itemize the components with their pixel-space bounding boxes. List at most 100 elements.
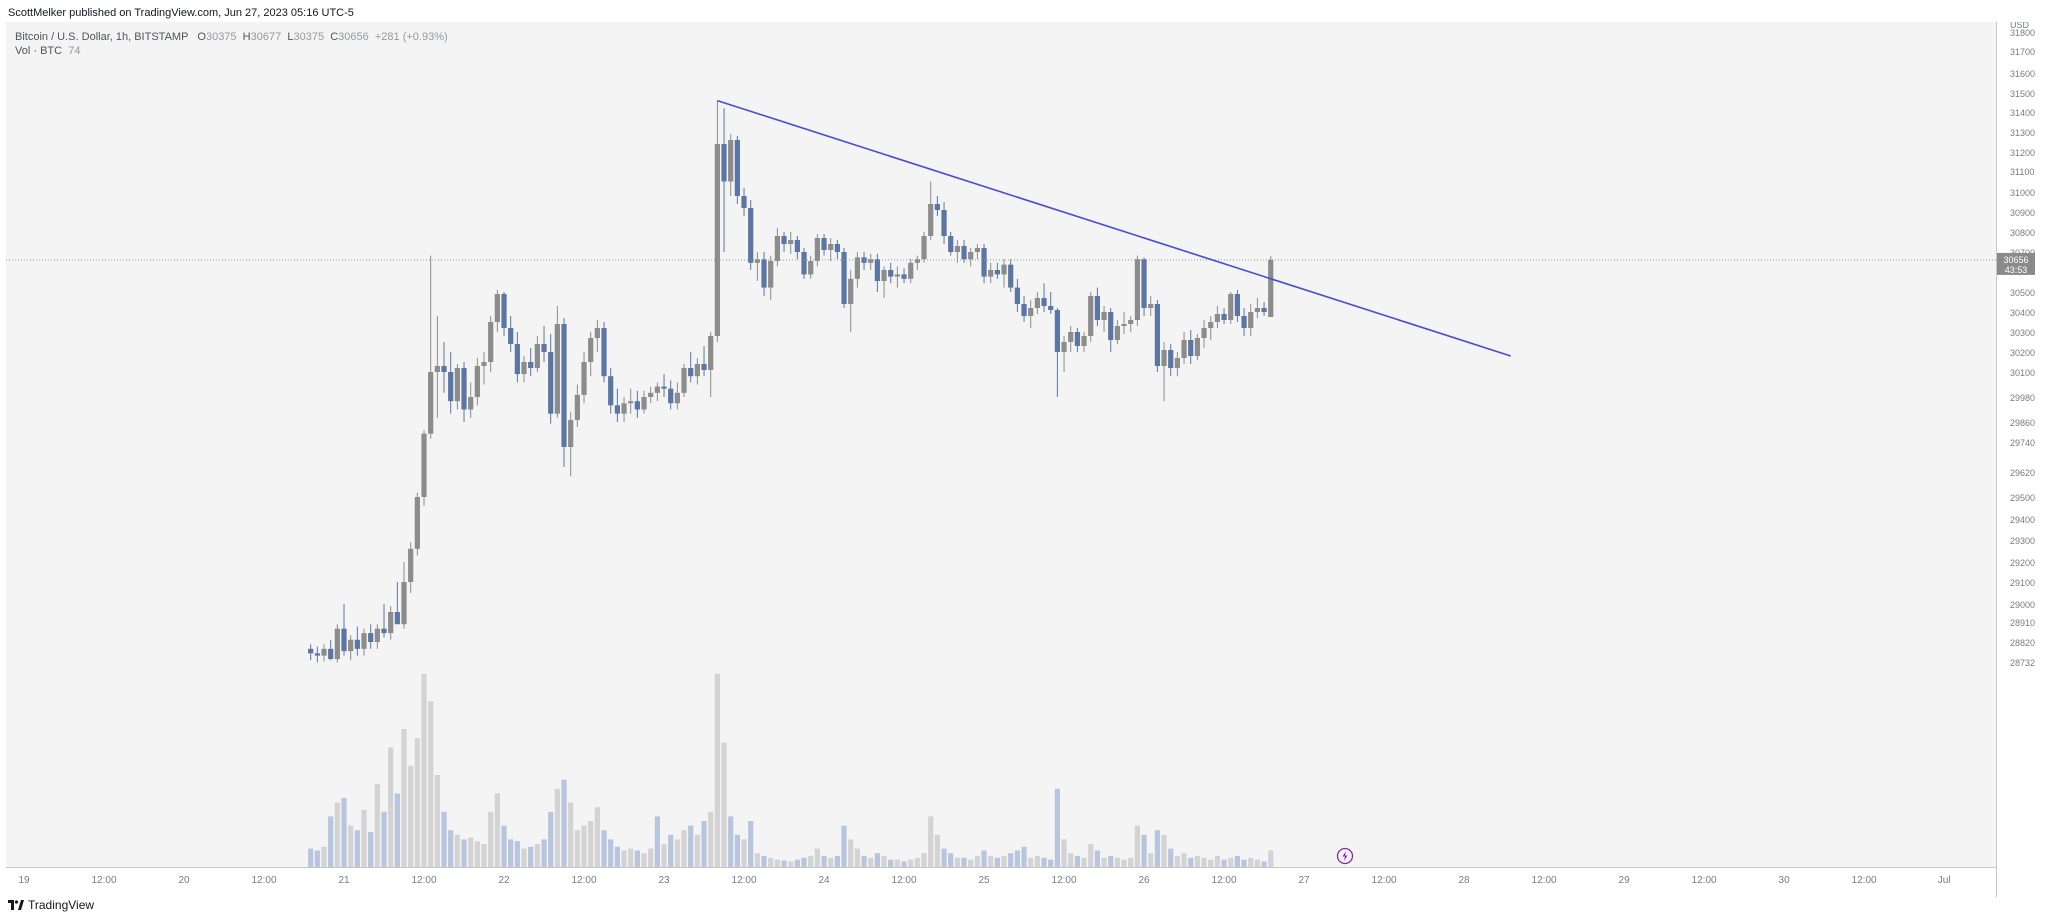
candle xyxy=(1134,255,1140,326)
candle-body xyxy=(454,368,460,402)
candle xyxy=(1181,332,1187,364)
candle-body xyxy=(648,392,654,397)
volume-bar xyxy=(808,855,814,867)
time-tick-label: 12:00 xyxy=(1372,875,1397,886)
candle xyxy=(348,635,354,661)
volume-bar xyxy=(494,793,500,867)
time-tick-label: 12:00 xyxy=(732,875,757,886)
volume-bar xyxy=(848,839,854,867)
candle-body xyxy=(348,639,354,652)
chart-frame[interactable]: USD 31800 31700 31600 31500 31400 31300 31200 31… xyxy=(6,22,2048,897)
time-tick-label: 28 xyxy=(1459,875,1471,886)
volume-bar xyxy=(1008,853,1014,867)
candle xyxy=(514,332,520,383)
currency-label: USD xyxy=(2010,22,2030,30)
candle xyxy=(574,384,580,427)
volume-bar xyxy=(1201,857,1207,867)
candle-body xyxy=(894,274,900,277)
candle-body xyxy=(1081,336,1087,346)
candle xyxy=(781,232,787,252)
candle-body xyxy=(448,372,454,402)
candle-body xyxy=(468,397,474,410)
price-tick-label: 28820 xyxy=(2010,638,2035,648)
volume-bar xyxy=(981,850,987,867)
candle xyxy=(1268,256,1274,317)
candle-body xyxy=(654,386,660,393)
volume-bar xyxy=(361,809,367,867)
time-axis[interactable]: 19 12:00 20 12:00 21 12:00 22 12:00 23 12:00 24 12:… xyxy=(18,875,1950,886)
candle-body xyxy=(528,362,534,368)
candle-body xyxy=(968,252,974,260)
candle xyxy=(1128,316,1134,332)
candle-body xyxy=(888,270,894,277)
candle-body xyxy=(834,244,840,252)
tradingview-logo[interactable]: TradingView xyxy=(8,898,94,912)
time-tick-label: 12:00 xyxy=(412,875,437,886)
candle-body xyxy=(1214,314,1220,322)
countdown-label: 43:53 xyxy=(2005,265,2028,275)
time-tick-label: 12:00 xyxy=(1532,875,1557,886)
candle-body xyxy=(688,368,694,377)
volume-bar xyxy=(474,841,480,867)
candle xyxy=(341,604,347,656)
volume-bar xyxy=(428,701,434,867)
candle-body xyxy=(601,328,607,377)
volume-bar xyxy=(388,747,394,867)
candle xyxy=(628,388,634,414)
candle-body xyxy=(681,368,687,393)
candle-body xyxy=(694,364,700,377)
candle-body xyxy=(921,236,927,260)
candle-body xyxy=(628,401,634,404)
candle-body xyxy=(1068,332,1074,342)
volume-bar xyxy=(681,830,687,867)
volume-bar xyxy=(701,821,707,867)
candle-body xyxy=(1074,332,1080,346)
volume-bar xyxy=(514,841,520,867)
volume-bar xyxy=(434,775,440,867)
candle xyxy=(1221,308,1227,324)
candle-body xyxy=(701,364,707,370)
candle xyxy=(1114,320,1120,344)
candle xyxy=(968,248,974,267)
time-tick-label: 20 xyxy=(178,875,190,886)
volume-bar xyxy=(594,807,600,867)
candle xyxy=(328,639,334,661)
volume-bar xyxy=(874,853,880,867)
candle xyxy=(801,248,807,279)
candle xyxy=(561,318,567,467)
volume-bar xyxy=(1054,788,1060,867)
candle-body xyxy=(1028,308,1034,316)
candle xyxy=(461,362,467,422)
candle xyxy=(1048,292,1054,314)
candle-body xyxy=(934,204,940,210)
candle-body xyxy=(708,336,714,370)
price-tick-label: 29000 xyxy=(2010,600,2035,610)
candle xyxy=(948,232,954,256)
candle-body xyxy=(501,294,507,328)
candle-body xyxy=(828,244,834,250)
price-tick-label: 28910 xyxy=(2010,618,2035,628)
candle xyxy=(581,352,587,404)
candle-body xyxy=(794,240,800,252)
candle-body xyxy=(1221,314,1227,320)
volume-bar xyxy=(914,857,920,867)
candle-body xyxy=(988,270,994,277)
volume-bar xyxy=(648,848,654,867)
candle-body xyxy=(608,376,614,406)
candle xyxy=(721,108,727,252)
time-tick-label: 27 xyxy=(1299,875,1311,886)
volume-bar xyxy=(661,844,667,867)
candle-body xyxy=(488,322,494,362)
candle-body xyxy=(768,261,774,288)
volume-bar xyxy=(674,839,680,867)
plot-background xyxy=(6,22,1996,868)
volume-bar xyxy=(948,853,954,867)
candle-body xyxy=(1174,358,1180,368)
volume-bar xyxy=(954,857,960,867)
candle-body xyxy=(714,144,720,336)
volume-bar xyxy=(1041,857,1047,867)
volume-bar xyxy=(368,832,374,867)
volume-bar xyxy=(1061,839,1067,867)
